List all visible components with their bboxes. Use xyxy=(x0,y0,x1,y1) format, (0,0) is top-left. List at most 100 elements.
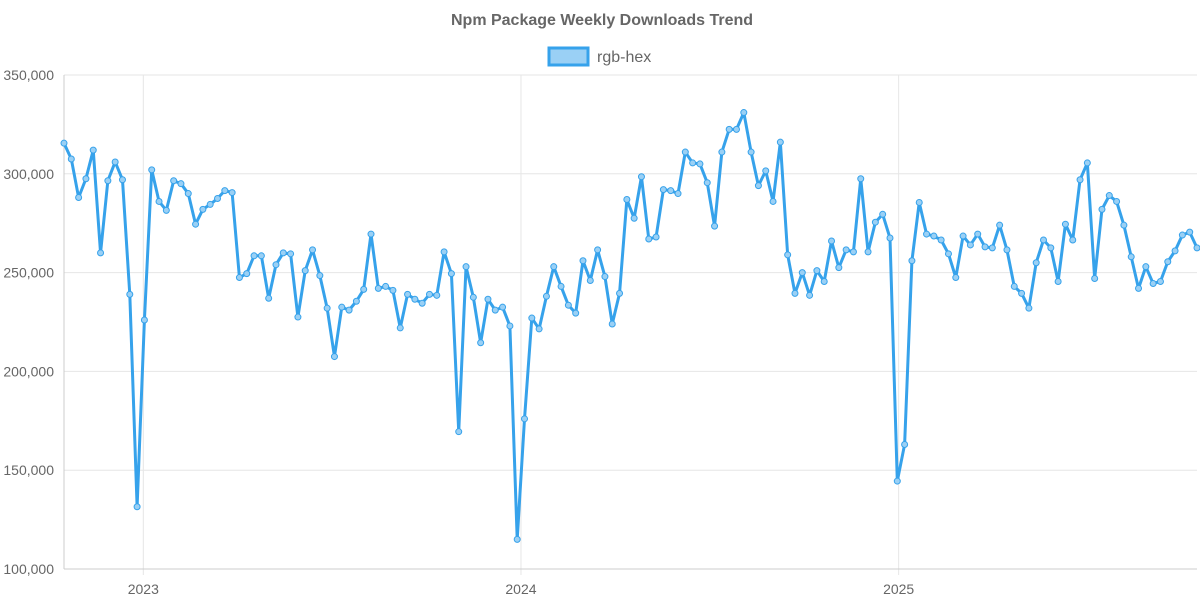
data-point[interactable] xyxy=(257,252,265,260)
data-point[interactable] xyxy=(265,294,273,302)
data-point[interactable] xyxy=(1061,220,1069,228)
data-point[interactable] xyxy=(637,173,645,181)
data-point[interactable] xyxy=(360,285,368,293)
data-point[interactable] xyxy=(506,322,514,330)
data-point[interactable] xyxy=(1032,259,1040,267)
data-point[interactable] xyxy=(389,286,397,294)
data-point[interactable] xyxy=(776,138,784,146)
data-point[interactable] xyxy=(893,477,901,485)
data-point[interactable] xyxy=(272,261,280,269)
data-point[interactable] xyxy=(586,277,594,284)
data-point[interactable] xyxy=(499,303,507,311)
data-point[interactable] xyxy=(323,304,331,312)
data-point[interactable] xyxy=(974,230,982,238)
data-point[interactable] xyxy=(681,148,689,156)
data-point[interactable] xyxy=(1178,231,1186,239)
data-point[interactable] xyxy=(915,198,923,206)
data-point[interactable] xyxy=(703,179,711,187)
data-point[interactable] xyxy=(75,194,83,202)
data-point[interactable] xyxy=(579,257,587,265)
data-point[interactable] xyxy=(696,160,704,168)
data-point[interactable] xyxy=(1149,279,1157,287)
data-point[interactable] xyxy=(667,187,675,195)
data-point[interactable] xyxy=(484,295,492,303)
data-point[interactable] xyxy=(462,263,470,271)
data-point[interactable] xyxy=(126,290,134,298)
data-point[interactable] xyxy=(820,277,828,285)
data-point[interactable] xyxy=(528,314,536,322)
data-point[interactable] xyxy=(118,176,126,184)
data-point[interactable] xyxy=(1047,244,1055,252)
data-point[interactable] xyxy=(404,290,412,298)
data-point[interactable] xyxy=(542,292,550,300)
data-point[interactable] xyxy=(418,299,426,307)
data-point[interactable] xyxy=(952,274,960,282)
data-point[interactable] xyxy=(966,241,974,249)
data-point[interactable] xyxy=(557,282,565,290)
data-point[interactable] xyxy=(608,320,616,328)
data-point[interactable] xyxy=(1069,236,1077,244)
data-point[interactable] xyxy=(988,244,996,252)
data-point[interactable] xyxy=(1025,304,1033,312)
data-point[interactable] xyxy=(104,177,112,185)
data-point[interactable] xyxy=(89,146,97,154)
data-point[interactable] xyxy=(382,282,390,290)
data-point[interactable] xyxy=(813,267,821,275)
data-point[interactable] xyxy=(1120,221,1128,229)
data-point[interactable] xyxy=(1127,253,1135,261)
data-point[interactable] xyxy=(309,246,317,254)
data-point[interactable] xyxy=(674,190,682,198)
data-point[interactable] xyxy=(784,251,792,259)
data-point[interactable] xyxy=(879,210,887,218)
data-point[interactable] xyxy=(996,221,1004,229)
data-point[interactable] xyxy=(754,182,762,190)
data-point[interactable] xyxy=(396,324,404,332)
data-point[interactable] xyxy=(469,293,477,301)
data-point[interactable] xyxy=(1164,258,1172,266)
data-point[interactable] xyxy=(338,303,346,311)
data-point[interactable] xyxy=(97,249,105,257)
data-point[interactable] xyxy=(148,166,156,174)
data-point[interactable] xyxy=(791,289,799,297)
data-point[interactable] xyxy=(60,139,68,147)
data-point[interactable] xyxy=(316,272,324,280)
data-point[interactable] xyxy=(133,503,141,511)
data-point[interactable] xyxy=(908,257,916,265)
data-point[interactable] xyxy=(1171,247,1179,255)
data-point[interactable] xyxy=(1040,236,1047,244)
data-point[interactable] xyxy=(162,206,170,214)
data-point[interactable] xyxy=(564,301,572,309)
data-point[interactable] xyxy=(769,197,777,205)
data-point[interactable] xyxy=(352,297,360,305)
data-point[interactable] xyxy=(959,232,967,240)
data-point[interactable] xyxy=(177,180,185,188)
data-point[interactable] xyxy=(521,415,529,423)
data-point[interactable] xyxy=(1193,244,1200,252)
data-point[interactable] xyxy=(243,270,251,278)
data-point[interactable] xyxy=(1113,197,1121,205)
data-point[interactable] xyxy=(849,248,857,256)
data-point[interactable] xyxy=(572,309,580,317)
data-point[interactable] xyxy=(747,148,755,156)
data-point[interactable] xyxy=(762,167,770,175)
data-point[interactable] xyxy=(901,441,909,449)
data-point[interactable] xyxy=(732,125,740,133)
data-point[interactable] xyxy=(192,220,200,228)
data-point[interactable] xyxy=(652,233,660,241)
data-point[interactable] xyxy=(718,148,726,156)
data-point[interactable] xyxy=(864,248,872,256)
data-point[interactable] xyxy=(623,195,631,203)
data-point[interactable] xyxy=(601,273,609,281)
legend-label[interactable]: rgb-hex xyxy=(597,49,651,66)
data-point[interactable] xyxy=(981,243,989,251)
data-point[interactable] xyxy=(1018,289,1026,297)
data-point[interactable] xyxy=(835,264,843,272)
data-point[interactable] xyxy=(535,325,543,333)
data-point[interactable] xyxy=(871,218,879,226)
data-point[interactable] xyxy=(930,232,938,240)
data-point[interactable] xyxy=(806,291,814,299)
data-point[interactable] xyxy=(235,274,243,282)
data-point[interactable] xyxy=(513,535,521,543)
data-point[interactable] xyxy=(170,177,178,185)
data-point[interactable] xyxy=(1054,277,1062,285)
